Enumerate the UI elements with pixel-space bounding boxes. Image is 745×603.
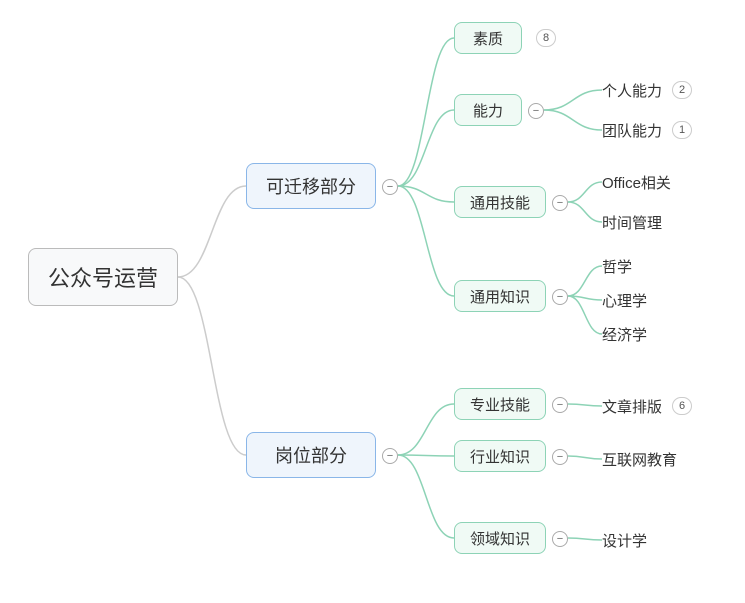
node-l8: 文章排版 <box>602 396 662 417</box>
edge-b1-g4 <box>398 186 454 296</box>
toggle-b1[interactable]: − <box>382 179 398 195</box>
node-g2[interactable]: 能力 <box>454 94 522 126</box>
node-l7: 经济学 <box>602 324 647 345</box>
toggle-g3[interactable]: − <box>552 195 568 211</box>
node-l6: 心理学 <box>602 290 647 311</box>
edge-g4-l7 <box>568 296 602 334</box>
edge-b1-g3 <box>398 186 454 202</box>
edge-g4-l5 <box>568 266 602 296</box>
node-b2[interactable]: 岗位部分 <box>246 432 376 478</box>
badge-l1: 2 <box>672 81 692 99</box>
edge-g5-l8 <box>568 404 602 406</box>
edge-root-b1 <box>178 186 246 277</box>
node-g3[interactable]: 通用技能 <box>454 186 546 218</box>
node-l3: Office相关 <box>602 172 671 193</box>
node-l9: 互联网教育 <box>602 449 677 470</box>
node-l4: 时间管理 <box>602 212 662 233</box>
toggle-b2[interactable]: − <box>382 448 398 464</box>
node-l2: 团队能力 <box>602 120 662 141</box>
badge-g1: 8 <box>536 29 556 47</box>
badge-l8: 6 <box>672 397 692 415</box>
node-g7[interactable]: 领域知识 <box>454 522 546 554</box>
badge-l2: 1 <box>672 121 692 139</box>
toggle-g2[interactable]: − <box>528 103 544 119</box>
node-g4[interactable]: 通用知识 <box>454 280 546 312</box>
node-root[interactable]: 公众号运营 <box>28 248 178 306</box>
edge-b2-g6 <box>398 455 454 456</box>
edge-g7-l10 <box>568 538 602 540</box>
node-g5[interactable]: 专业技能 <box>454 388 546 420</box>
edge-g2-l2 <box>544 110 602 130</box>
edge-g2-l1 <box>544 90 602 110</box>
toggle-g6[interactable]: − <box>552 449 568 465</box>
edge-g3-l4 <box>568 202 602 222</box>
edge-b2-g5 <box>398 404 454 455</box>
node-b1[interactable]: 可迁移部分 <box>246 163 376 209</box>
node-g1[interactable]: 素质 <box>454 22 522 54</box>
edge-b1-g2 <box>398 110 454 186</box>
node-g6[interactable]: 行业知识 <box>454 440 546 472</box>
node-l10: 设计学 <box>602 530 647 551</box>
node-l1: 个人能力 <box>602 80 662 101</box>
toggle-g5[interactable]: − <box>552 397 568 413</box>
edge-g3-l3 <box>568 182 602 202</box>
toggle-g7[interactable]: − <box>552 531 568 547</box>
toggle-g4[interactable]: − <box>552 289 568 305</box>
edge-b2-g7 <box>398 455 454 538</box>
edge-root-b2 <box>178 277 246 455</box>
edge-g6-l9 <box>568 456 602 459</box>
node-l5: 哲学 <box>602 256 632 277</box>
